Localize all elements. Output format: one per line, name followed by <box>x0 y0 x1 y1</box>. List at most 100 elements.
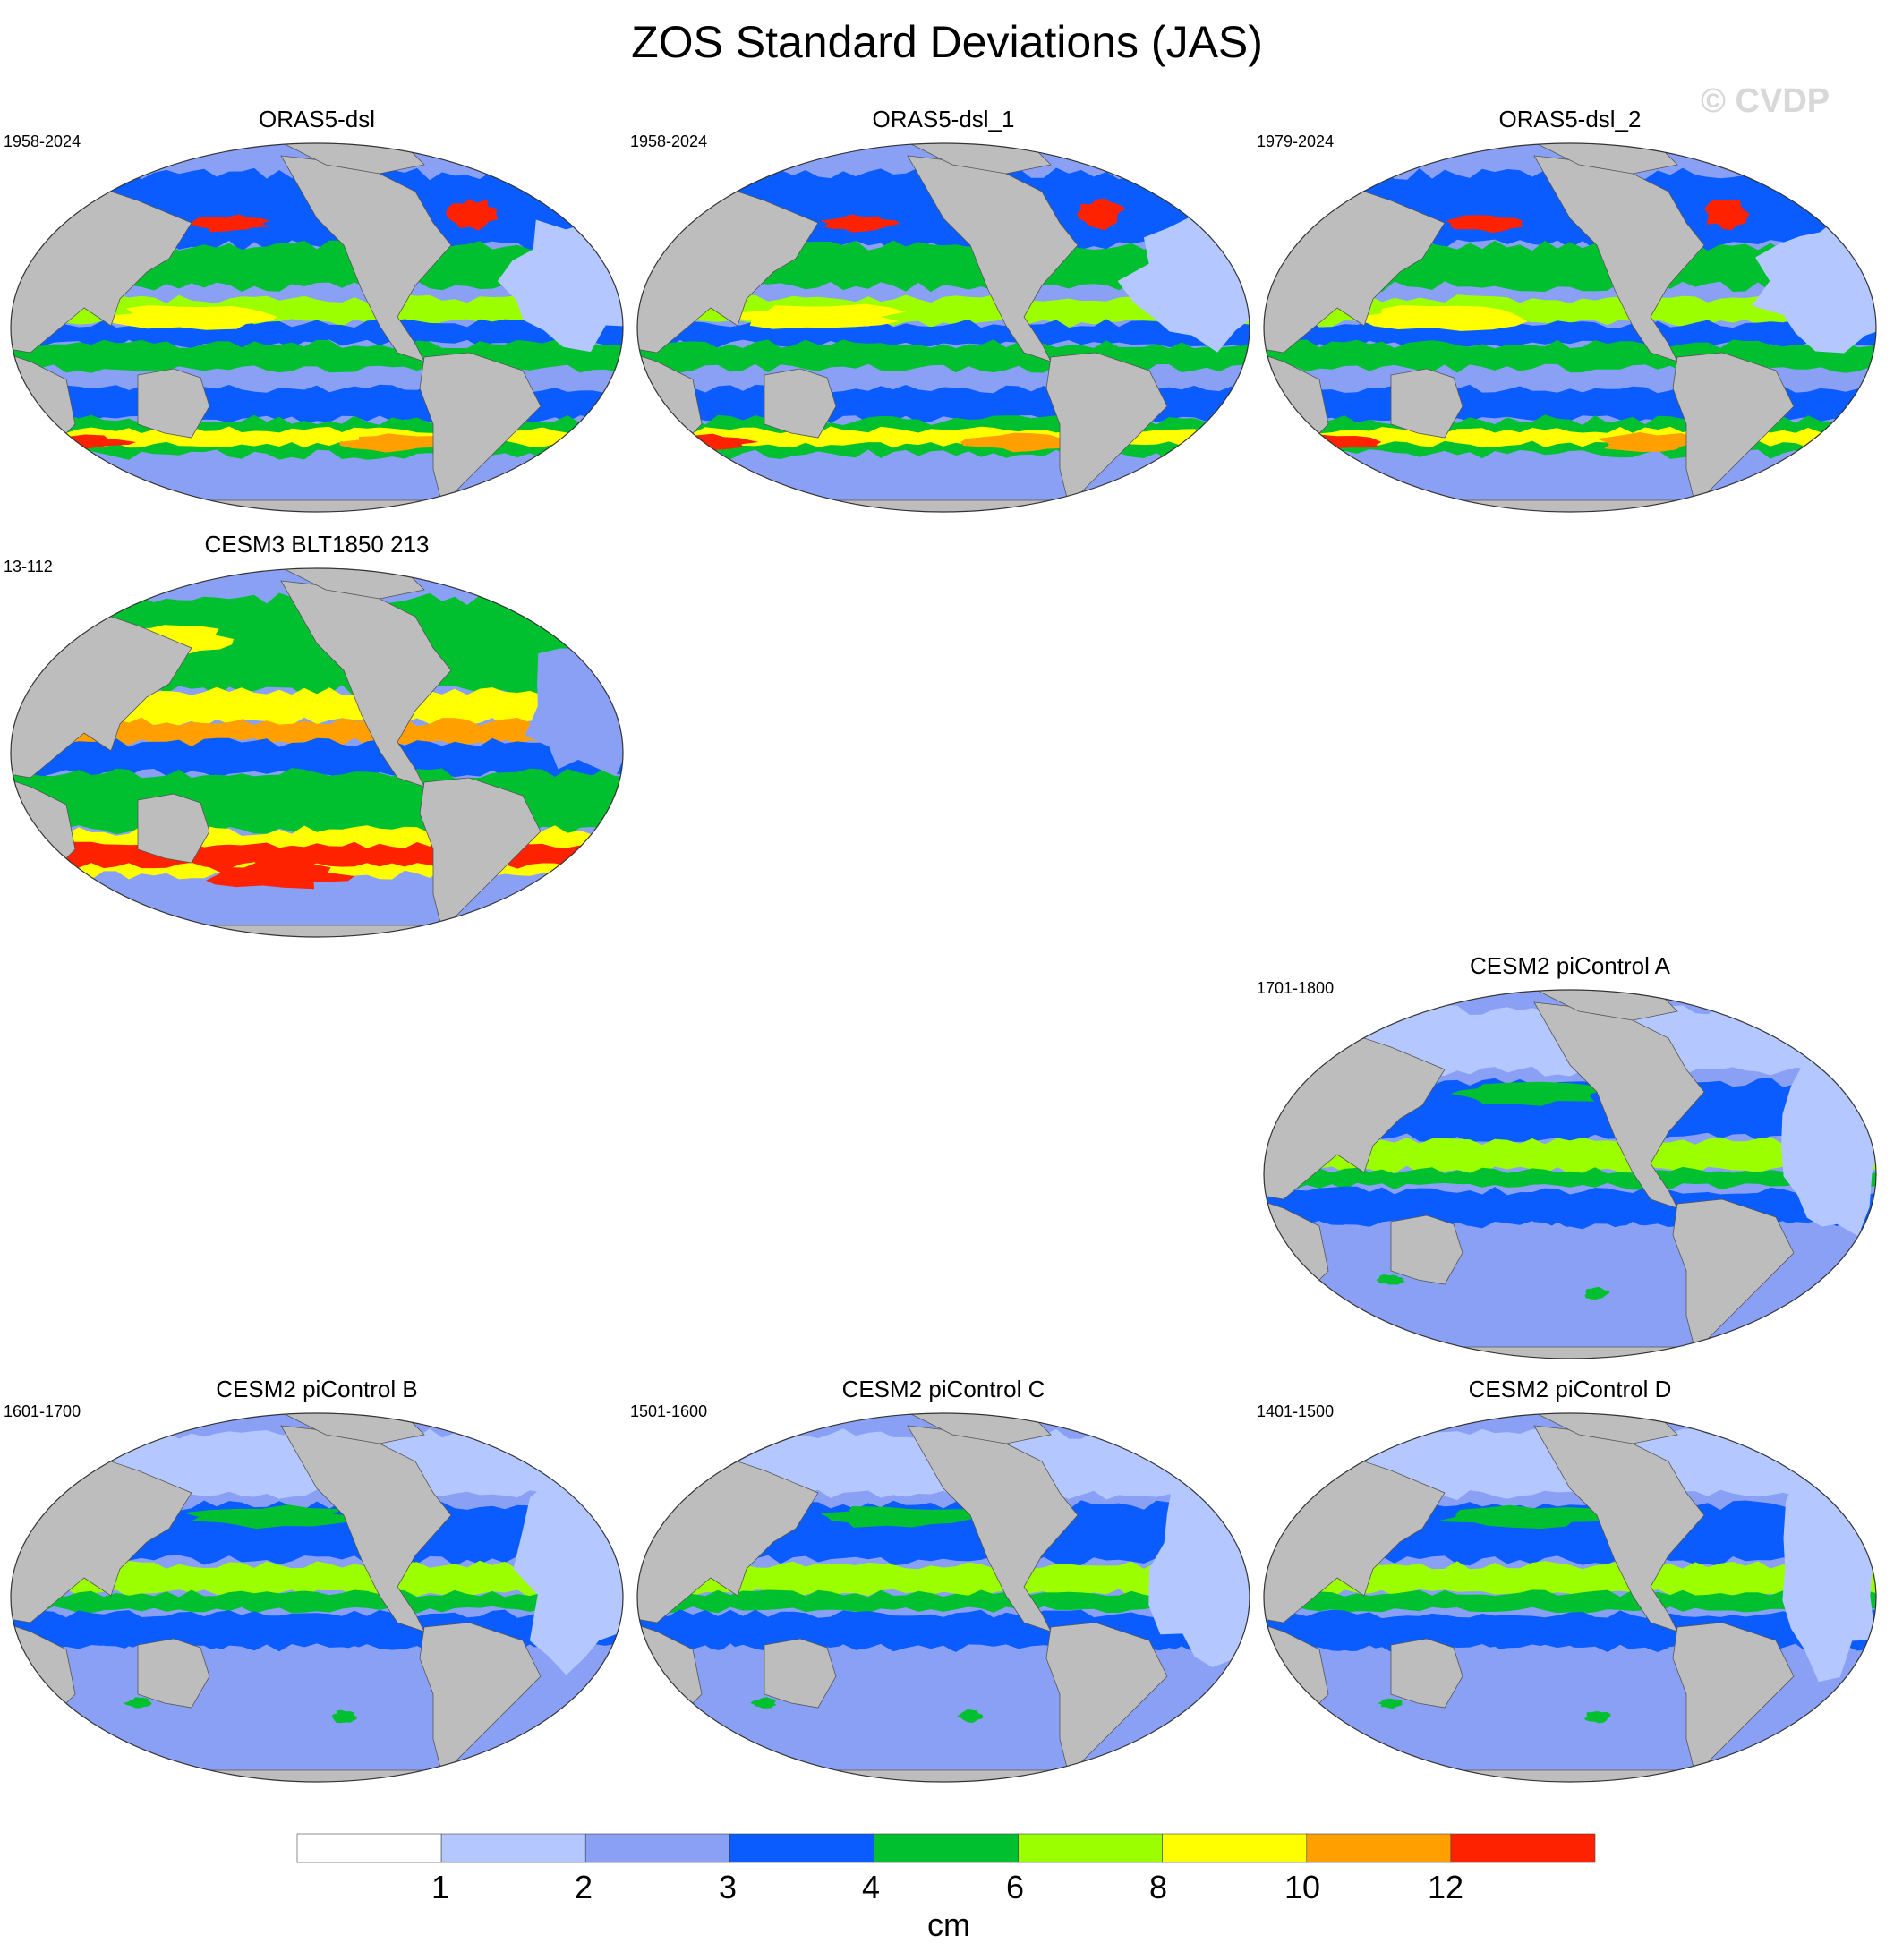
panel-oras5-dsl: ORAS5-dsl 1958-2024 <box>4 106 630 513</box>
greenland-land <box>540 155 613 210</box>
stddev-band <box>11 686 623 727</box>
stddev-band <box>11 737 623 778</box>
colorbar-tick-label: 1 <box>431 1869 450 1905</box>
colorbar <box>296 1833 1596 1863</box>
map-outline <box>1263 989 1877 1359</box>
south-america-land <box>419 1622 542 1776</box>
stddev-band <box>1264 1166 1876 1190</box>
panel-oras5-dsl-2: ORAS5-dsl_2 1979-2024 <box>1257 106 1883 513</box>
stddev-patch <box>1221 434 1250 450</box>
colorbar-segment <box>1018 1833 1163 1863</box>
south-america-land <box>419 777 542 931</box>
stddev-band <box>1264 1589 1876 1614</box>
panel-title: CESM2 piControl B <box>216 1376 418 1402</box>
figure-title: ZOS Standard Deviations (JAS) <box>631 17 1263 67</box>
stddev-patch <box>183 1504 365 1530</box>
greenland-land <box>1793 1425 1866 1480</box>
map-cesm2-picontrol-b <box>10 1412 624 1783</box>
gulf-stream-max <box>446 199 499 231</box>
gulf-stream-max <box>1704 200 1750 231</box>
australia-land <box>1390 368 1463 439</box>
australia-land <box>1390 1638 1463 1709</box>
map-outline <box>10 1412 624 1783</box>
stddev-band <box>11 717 623 747</box>
australia-land <box>137 793 210 864</box>
stddev-patch <box>206 862 355 890</box>
panel-title: CESM2 piControl C <box>841 1376 1045 1402</box>
map-field <box>637 143 1250 512</box>
stddev-patch <box>1584 1286 1610 1300</box>
colorbar-segment <box>440 1833 586 1863</box>
stddev-patch <box>750 1697 777 1709</box>
panel-cesm2-picontrol-a: CESM2 piControl A 1701-1800 <box>1257 952 1883 1359</box>
panel-cesm2-picontrol-d: CESM2 piControl D 1401-1500 <box>1257 1376 1883 1783</box>
map-field <box>1264 990 1876 1359</box>
greenland-land <box>540 580 613 635</box>
stddev-patch <box>98 305 277 330</box>
colorbar-tick-label: 12 <box>1427 1869 1464 1905</box>
stddev-patch <box>1450 1081 1611 1106</box>
stddev-patch <box>331 1709 357 1724</box>
panel-title: CESM2 piControl A <box>1470 952 1670 979</box>
map-cesm2-picontrol-a <box>1263 989 1877 1359</box>
map-outline <box>10 567 624 938</box>
map-outline <box>636 1412 1250 1783</box>
panel-period: 1601-1700 <box>4 1402 81 1420</box>
stddev-patch <box>1376 1274 1405 1285</box>
stddev-band <box>1264 1560 1876 1598</box>
stddev-band <box>637 1589 1250 1614</box>
stddev-patch <box>1377 1698 1403 1709</box>
stddev-patch <box>593 433 623 451</box>
panel-period: 1979-2024 <box>1257 132 1335 150</box>
greenland-land <box>1166 1425 1240 1480</box>
atlantic-low <box>1781 1039 1876 1237</box>
colorbar-tick-label: 8 <box>1148 1869 1168 1905</box>
australia-land <box>1390 1214 1463 1285</box>
colorbar-tick-label: 6 <box>1005 1869 1025 1905</box>
stddev-band <box>1264 1643 1876 1757</box>
map-cesm2-picontrol-d <box>1263 1412 1877 1783</box>
colorbar-segment <box>729 1833 874 1863</box>
colorbar-segment <box>1162 1833 1308 1863</box>
stddev-patch <box>819 1506 983 1528</box>
stddev-patch <box>1359 305 1528 331</box>
map-field <box>11 568 623 937</box>
stddev-patch <box>1596 432 1699 452</box>
stddev-band <box>637 1643 1250 1757</box>
panel-title: CESM3 BLT1850 213 <box>204 531 430 558</box>
map-outline <box>1263 1412 1877 1783</box>
stddev-patch <box>1847 434 1876 450</box>
colorbar-tick-label: 4 <box>861 1869 881 1905</box>
panel-title: ORAS5-dsl_1 <box>872 106 1015 132</box>
colorbar-segment <box>1450 1833 1596 1863</box>
north-america-land <box>1533 155 1705 362</box>
australia-land <box>137 368 210 439</box>
stddev-patch <box>956 1709 984 1723</box>
stddev-band <box>11 1560 623 1598</box>
south-america-land <box>1045 352 1168 506</box>
map-field <box>1264 143 1876 512</box>
map-cesm2-picontrol-c <box>636 1412 1250 1783</box>
map-field <box>1264 1413 1876 1782</box>
map-outline <box>636 142 1250 513</box>
south-america-land <box>1672 1622 1795 1776</box>
colorbar-segment <box>1306 1833 1452 1863</box>
north-america-land <box>280 155 452 362</box>
colorbar-units: cm <box>927 1906 970 1943</box>
greenland-land <box>1793 1001 1866 1057</box>
stddev-patch <box>1436 1504 1610 1530</box>
south-america-land <box>1672 1198 1795 1352</box>
north-america-land <box>1533 1001 1705 1209</box>
stddev-band <box>637 1560 1250 1598</box>
map-cesm3-blt1850-213 <box>10 567 624 938</box>
south-america-land <box>1672 352 1795 506</box>
panel-cesm2-picontrol-c: CESM2 piControl C 1501-1600 <box>630 1376 1257 1783</box>
map-field <box>11 143 623 512</box>
greenland-land <box>540 1425 613 1480</box>
stddev-band <box>11 1643 623 1757</box>
north-america-land <box>280 580 452 788</box>
stddev-patch <box>338 433 458 453</box>
stddev-band <box>1264 1137 1876 1175</box>
map-field <box>637 1413 1250 1782</box>
panel-period: 13-112 <box>4 558 53 575</box>
